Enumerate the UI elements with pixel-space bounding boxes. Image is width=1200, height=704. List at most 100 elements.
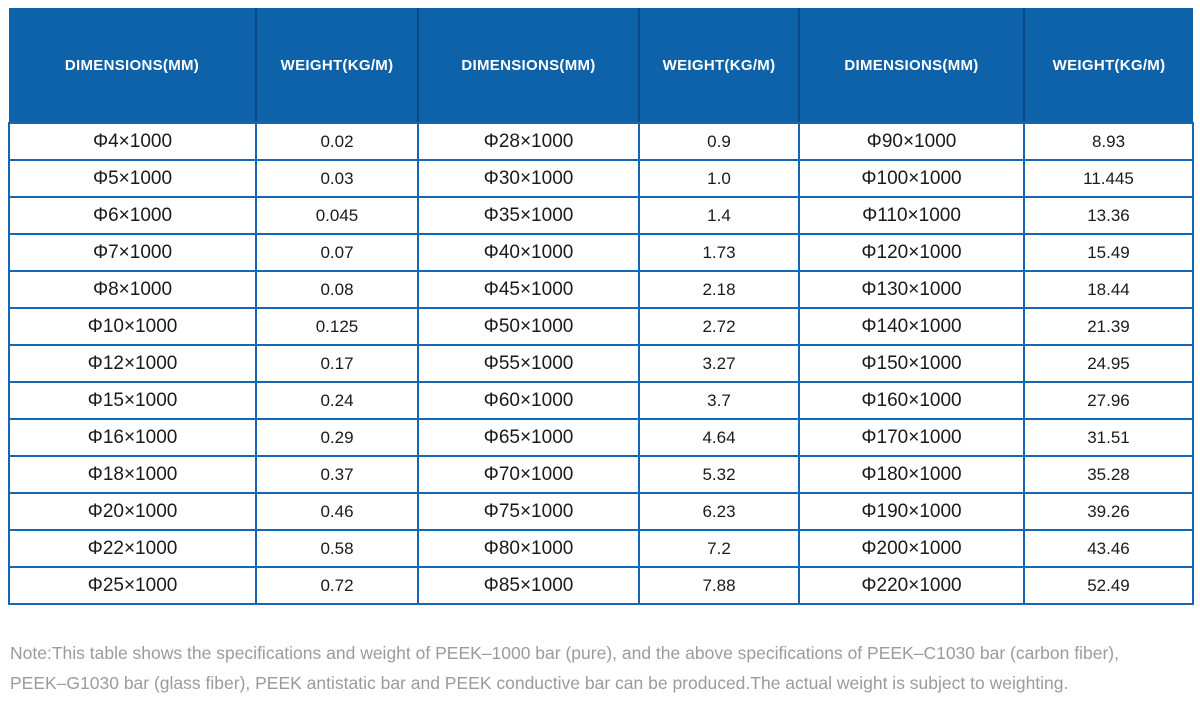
dimension-cell: Φ16×1000 bbox=[8, 418, 257, 457]
dimension-cell: Φ200×1000 bbox=[798, 529, 1025, 568]
dimension-cell: Φ110×1000 bbox=[798, 196, 1025, 235]
table-row: Φ16×1000 0.29 Φ65×1000 4.64 Φ170×1000 31.51 bbox=[8, 418, 1194, 457]
table-row: Φ12×1000 0.17 Φ55×1000 3.27 Φ150×1000 24.95 bbox=[8, 344, 1194, 383]
dimension-cell: Φ18×1000 bbox=[8, 455, 257, 494]
dimension-cell: Φ28×1000 bbox=[417, 122, 640, 161]
table-row: Φ20×1000 0.46 Φ75×1000 6.23 Φ190×1000 39.26 bbox=[8, 492, 1194, 531]
dimension-cell: Φ12×1000 bbox=[8, 344, 257, 383]
dimension-cell: Φ190×1000 bbox=[798, 492, 1025, 531]
weight-cell: 0.9 bbox=[638, 122, 800, 161]
table-row: Φ5×1000 0.03 Φ30×1000 1.0 Φ100×1000 11.445 bbox=[8, 159, 1194, 198]
dimension-cell: Φ45×1000 bbox=[417, 270, 640, 309]
weight-cell: 1.73 bbox=[638, 233, 800, 272]
col-header-weight-2: WEIGHT(KG/M) bbox=[639, 8, 800, 124]
dimension-cell: Φ5×1000 bbox=[8, 159, 257, 198]
weight-cell: 2.72 bbox=[638, 307, 800, 346]
dimension-cell: Φ35×1000 bbox=[417, 196, 640, 235]
dimension-cell: Φ7×1000 bbox=[8, 233, 257, 272]
weight-cell: 0.03 bbox=[255, 159, 419, 198]
note-line-2: PEEK–G1030 bar (glass fiber), PEEK antis… bbox=[10, 673, 1069, 693]
col-header-dimensions-2: DIMENSIONS(MM) bbox=[418, 8, 640, 124]
dimension-cell: Φ55×1000 bbox=[417, 344, 640, 383]
col-header-dimensions-1: DIMENSIONS(MM) bbox=[9, 8, 257, 124]
dimension-cell: Φ80×1000 bbox=[417, 529, 640, 568]
dimension-cell: Φ90×1000 bbox=[798, 122, 1025, 161]
weight-cell: 0.17 bbox=[255, 344, 419, 383]
dimension-cell: Φ130×1000 bbox=[798, 270, 1025, 309]
table-body: Φ4×1000 0.02 Φ28×1000 0.9 Φ90×1000 8.93 Φ5×100… bbox=[8, 122, 1194, 605]
weight-cell: 8.93 bbox=[1023, 122, 1194, 161]
weight-cell: 0.24 bbox=[255, 381, 419, 420]
table-row: Φ8×1000 0.08 Φ45×1000 2.18 Φ130×1000 18.44 bbox=[8, 270, 1194, 309]
weight-cell: 43.46 bbox=[1023, 529, 1194, 568]
col-header-weight-1: WEIGHT(KG/M) bbox=[256, 8, 419, 124]
dimension-cell: Φ140×1000 bbox=[798, 307, 1025, 346]
weight-cell: 0.08 bbox=[255, 270, 419, 309]
dimension-cell: Φ22×1000 bbox=[8, 529, 257, 568]
dimension-cell: Φ6×1000 bbox=[8, 196, 257, 235]
weight-cell: 35.28 bbox=[1023, 455, 1194, 494]
note-line-1: Note:This table shows the specifications… bbox=[10, 643, 1119, 663]
table-row: Φ6×1000 0.045 Φ35×1000 1.4 Φ110×1000 13.36 bbox=[8, 196, 1194, 235]
weight-cell: 27.96 bbox=[1023, 381, 1194, 420]
weight-cell: 0.29 bbox=[255, 418, 419, 457]
col-header-dimensions-3: DIMENSIONS(MM) bbox=[799, 8, 1025, 124]
weight-cell: 0.02 bbox=[255, 122, 419, 161]
weight-cell: 13.36 bbox=[1023, 196, 1194, 235]
weight-cell: 0.72 bbox=[255, 566, 419, 605]
dimension-cell: Φ220×1000 bbox=[798, 566, 1025, 605]
weight-cell: 3.7 bbox=[638, 381, 800, 420]
table-row: Φ4×1000 0.02 Φ28×1000 0.9 Φ90×1000 8.93 bbox=[8, 122, 1194, 161]
weight-cell: 0.125 bbox=[255, 307, 419, 346]
table-row: Φ18×1000 0.37 Φ70×1000 5.32 Φ180×1000 35.28 bbox=[8, 455, 1194, 494]
weight-cell: 4.64 bbox=[638, 418, 800, 457]
weight-cell: 3.27 bbox=[638, 344, 800, 383]
table-row: Φ22×1000 0.58 Φ80×1000 7.2 Φ200×1000 43.46 bbox=[8, 529, 1194, 568]
weight-cell: 21.39 bbox=[1023, 307, 1194, 346]
dimension-cell: Φ20×1000 bbox=[8, 492, 257, 531]
weight-cell: 18.44 bbox=[1023, 270, 1194, 309]
dimension-cell: Φ60×1000 bbox=[417, 381, 640, 420]
dimension-cell: Φ10×1000 bbox=[8, 307, 257, 346]
weight-cell: 15.49 bbox=[1023, 233, 1194, 272]
dimension-cell: Φ15×1000 bbox=[8, 381, 257, 420]
dimension-cell: Φ50×1000 bbox=[417, 307, 640, 346]
weight-cell: 0.58 bbox=[255, 529, 419, 568]
weight-cell: 0.045 bbox=[255, 196, 419, 235]
table-row: Φ10×1000 0.125 Φ50×1000 2.72 Φ140×1000 21.39 bbox=[8, 307, 1194, 346]
dimension-cell: Φ170×1000 bbox=[798, 418, 1025, 457]
table-row: Φ15×1000 0.24 Φ60×1000 3.7 Φ160×1000 27.96 bbox=[8, 381, 1194, 420]
weight-cell: 0.07 bbox=[255, 233, 419, 272]
dimension-cell: Φ70×1000 bbox=[417, 455, 640, 494]
weight-cell: 0.46 bbox=[255, 492, 419, 531]
weight-cell: 52.49 bbox=[1023, 566, 1194, 605]
table-row: Φ25×1000 0.72 Φ85×1000 7.88 Φ220×1000 52.49 bbox=[8, 566, 1194, 605]
header-row: DIMENSIONS(MM) WEIGHT(KG/M) DIMENSIONS(M… bbox=[9, 8, 1193, 124]
dimension-cell: Φ85×1000 bbox=[417, 566, 640, 605]
col-header-weight-3: WEIGHT(KG/M) bbox=[1024, 8, 1193, 124]
dimension-cell: Φ4×1000 bbox=[8, 122, 257, 161]
weight-cell: 0.37 bbox=[255, 455, 419, 494]
dimension-cell: Φ150×1000 bbox=[798, 344, 1025, 383]
dimension-cell: Φ30×1000 bbox=[417, 159, 640, 198]
dimension-cell: Φ180×1000 bbox=[798, 455, 1025, 494]
weight-cell: 1.0 bbox=[638, 159, 800, 198]
weight-cell: 2.18 bbox=[638, 270, 800, 309]
dimension-cell: Φ100×1000 bbox=[798, 159, 1025, 198]
weight-cell: 31.51 bbox=[1023, 418, 1194, 457]
weight-cell: 7.2 bbox=[638, 529, 800, 568]
dimension-cell: Φ8×1000 bbox=[8, 270, 257, 309]
dimension-cell: Φ65×1000 bbox=[417, 418, 640, 457]
dimension-cell: Φ40×1000 bbox=[417, 233, 640, 272]
dimension-cell: Φ75×1000 bbox=[417, 492, 640, 531]
dimension-cell: Φ120×1000 bbox=[798, 233, 1025, 272]
dimension-cell: Φ160×1000 bbox=[798, 381, 1025, 420]
dimension-cell: Φ25×1000 bbox=[8, 566, 257, 605]
table-row: Φ7×1000 0.07 Φ40×1000 1.73 Φ120×1000 15.49 bbox=[8, 233, 1194, 272]
weight-cell: 1.4 bbox=[638, 196, 800, 235]
weight-cell: 39.26 bbox=[1023, 492, 1194, 531]
weight-cell: 11.445 bbox=[1023, 159, 1194, 198]
weight-cell: 7.88 bbox=[638, 566, 800, 605]
spec-table: DIMENSIONS(MM) WEIGHT(KG/M) DIMENSIONS(M… bbox=[8, 8, 1194, 605]
